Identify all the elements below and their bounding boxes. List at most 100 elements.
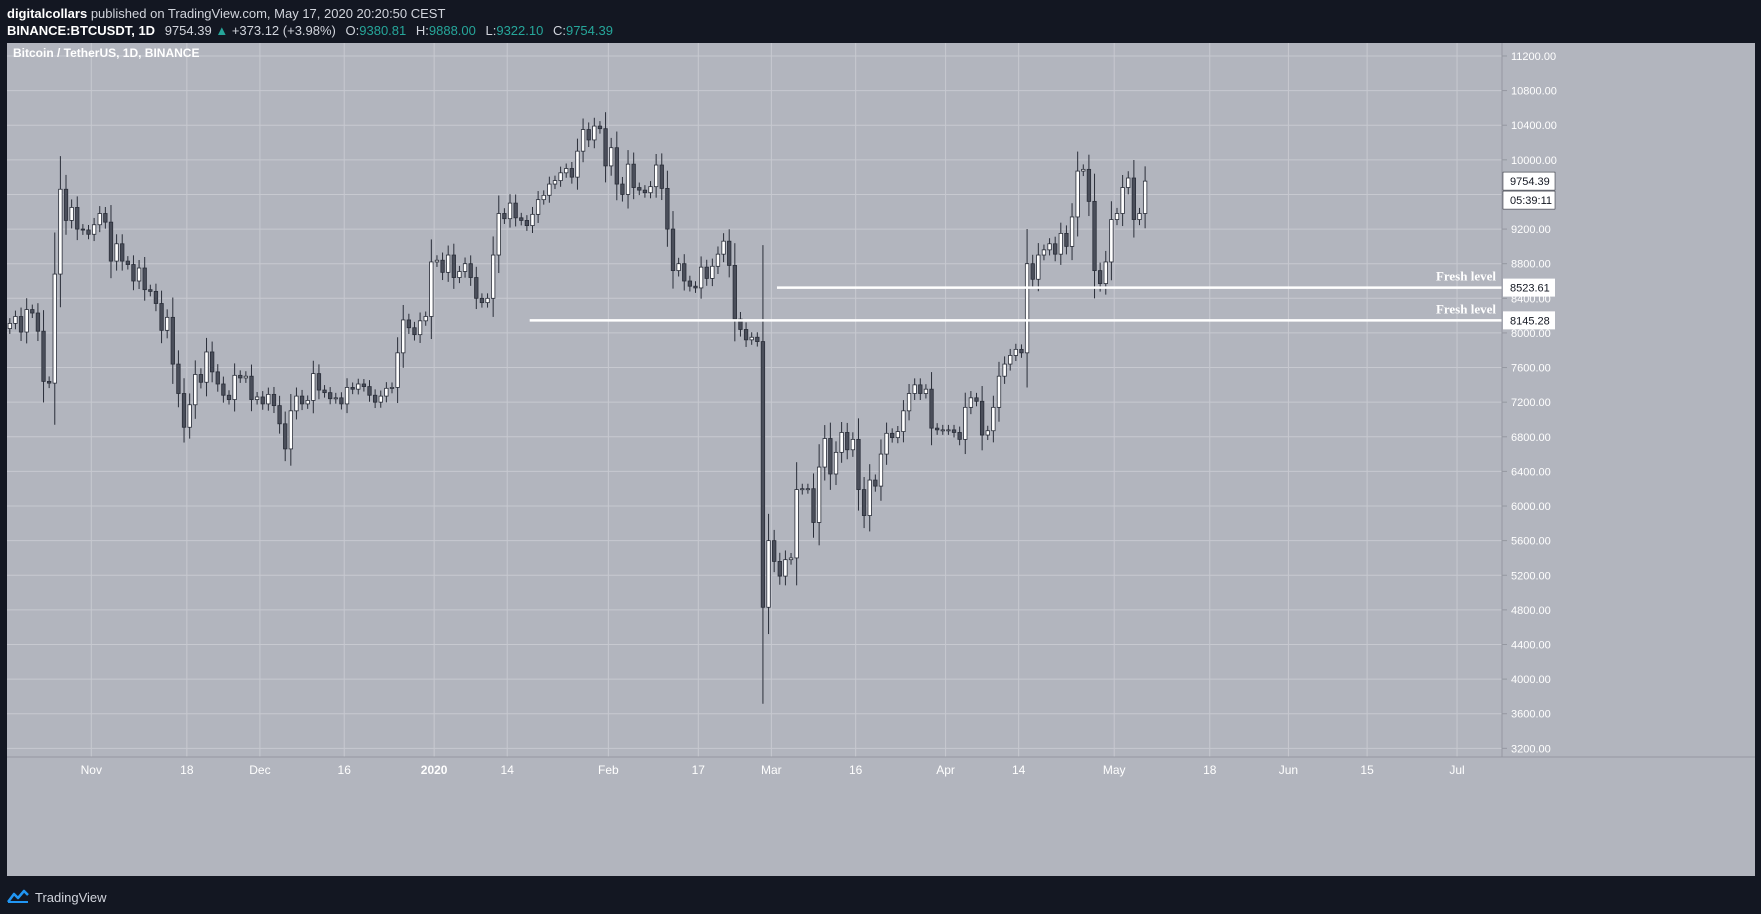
candle-body xyxy=(654,164,659,188)
candle-body xyxy=(243,375,249,379)
level-price-tag xyxy=(1503,311,1555,330)
levels[interactable]: Fresh level Fresh level xyxy=(529,269,1502,322)
y-tick-label: 4400.00 xyxy=(1511,639,1551,651)
candle-body xyxy=(131,264,136,282)
candle-body xyxy=(58,188,63,275)
candle-body xyxy=(783,559,788,577)
brand-name[interactable]: TradingView xyxy=(35,889,107,905)
candle-body xyxy=(637,187,642,191)
candle-body xyxy=(406,319,411,329)
candle-body xyxy=(311,373,316,401)
candle-body xyxy=(142,267,147,291)
price-chart[interactable]: Bitcoin / TetherUS, 1D, BINANCE Fresh le… xyxy=(7,43,1755,876)
candle-body xyxy=(727,240,732,266)
candle-body xyxy=(957,432,962,440)
candle-body xyxy=(985,430,990,436)
y-tick-label: 3600.00 xyxy=(1511,709,1551,721)
candle-body xyxy=(226,394,232,400)
candle-body xyxy=(603,128,608,167)
candle-body xyxy=(772,540,777,562)
candle-body xyxy=(417,320,423,336)
x-tick-label: 2020 xyxy=(421,763,448,777)
candle-body xyxy=(153,290,159,304)
time-axis[interactable]: Nov 18 Dec 16 2020 14 Feb 17 Mar 16 Apr 14 May 18 Jun 1… xyxy=(81,763,1465,777)
candle-body xyxy=(1103,261,1108,284)
candles[interactable] xyxy=(7,112,1148,704)
candle-body xyxy=(1024,263,1030,354)
price-axis[interactable]: 11200.0010800.0010400.0010000.009600.009… xyxy=(1502,51,1557,755)
x-tick-label: 14 xyxy=(1012,763,1026,777)
candle-body xyxy=(1098,270,1103,284)
author-name[interactable]: digitalcollars xyxy=(7,6,88,21)
y-tick-label: 6000.00 xyxy=(1511,501,1551,513)
candle-body xyxy=(991,406,996,432)
candle-body xyxy=(271,393,277,407)
candle-body xyxy=(63,188,69,221)
candle-body xyxy=(457,271,462,278)
x-tick-label: 18 xyxy=(1203,763,1217,777)
candle-body xyxy=(609,147,614,167)
y-tick-label: 7600.00 xyxy=(1511,363,1551,375)
candle-body xyxy=(580,129,586,152)
candle-body xyxy=(552,180,558,185)
candle-body xyxy=(738,318,743,330)
candle-body xyxy=(873,479,878,487)
tradingview-logo-icon[interactable] xyxy=(7,889,29,906)
y-tick-label: 5600.00 xyxy=(1511,536,1551,548)
x-tick-label: Jun xyxy=(1279,763,1298,777)
x-tick-label: 17 xyxy=(692,763,706,777)
candle-body xyxy=(642,189,648,194)
candle-body xyxy=(906,393,912,412)
symbol-name: BINANCE:BTCUSDT, 1D xyxy=(7,23,156,38)
candle-body xyxy=(558,172,563,182)
y-tick-label: 10800.00 xyxy=(1511,86,1557,98)
candle-body xyxy=(103,213,108,223)
candle-body xyxy=(884,432,889,455)
candle-body xyxy=(659,164,664,189)
candle-body xyxy=(372,394,378,403)
candle-body xyxy=(535,199,541,215)
candle-body xyxy=(524,220,530,227)
candle-body xyxy=(856,438,861,490)
candle-body xyxy=(1092,200,1097,272)
candle-body xyxy=(586,129,591,141)
countdown-text: 05:39:11 xyxy=(1510,195,1552,207)
y-tick-label: 4000.00 xyxy=(1511,674,1551,686)
candle-body xyxy=(305,400,310,405)
candle-body xyxy=(710,265,715,279)
x-tick-label: May xyxy=(1103,763,1126,777)
candle-body xyxy=(918,384,923,394)
candle-body xyxy=(1075,170,1080,218)
candle-body xyxy=(249,375,254,400)
price-change: +373.12 (+3.98%) xyxy=(231,23,336,38)
candle-body xyxy=(1047,243,1052,251)
candle-body xyxy=(170,316,175,365)
y-tick-label: 11200.00 xyxy=(1511,51,1556,63)
candle-body xyxy=(316,373,322,391)
candle-body xyxy=(749,336,754,341)
candle-body xyxy=(474,277,479,299)
chart-panel[interactable]: Bitcoin / TetherUS, 1D, BINANCE Fresh le… xyxy=(7,43,1755,876)
candle-body xyxy=(1120,187,1125,214)
x-tick-label: Mar xyxy=(761,763,782,777)
candle-body xyxy=(299,395,305,405)
candle-body xyxy=(1131,177,1137,220)
candle-body xyxy=(215,371,220,385)
candle-body xyxy=(401,319,406,354)
x-tick-label: 16 xyxy=(338,763,352,777)
candle-body xyxy=(597,125,603,130)
candle-body xyxy=(890,432,895,439)
open-value: 9380.81 xyxy=(359,23,407,38)
candle-body xyxy=(940,429,945,432)
candle-body xyxy=(47,380,52,384)
candle-body xyxy=(687,280,693,287)
candle-body xyxy=(266,393,271,405)
candle-body xyxy=(232,374,237,400)
candle-body xyxy=(530,213,535,227)
candle-body xyxy=(339,397,344,405)
candle-body xyxy=(732,265,737,320)
candle-body xyxy=(462,263,468,272)
x-tick-label: Feb xyxy=(598,763,619,777)
y-tick-label: 7200.00 xyxy=(1511,397,1551,409)
candle-body xyxy=(260,396,265,405)
